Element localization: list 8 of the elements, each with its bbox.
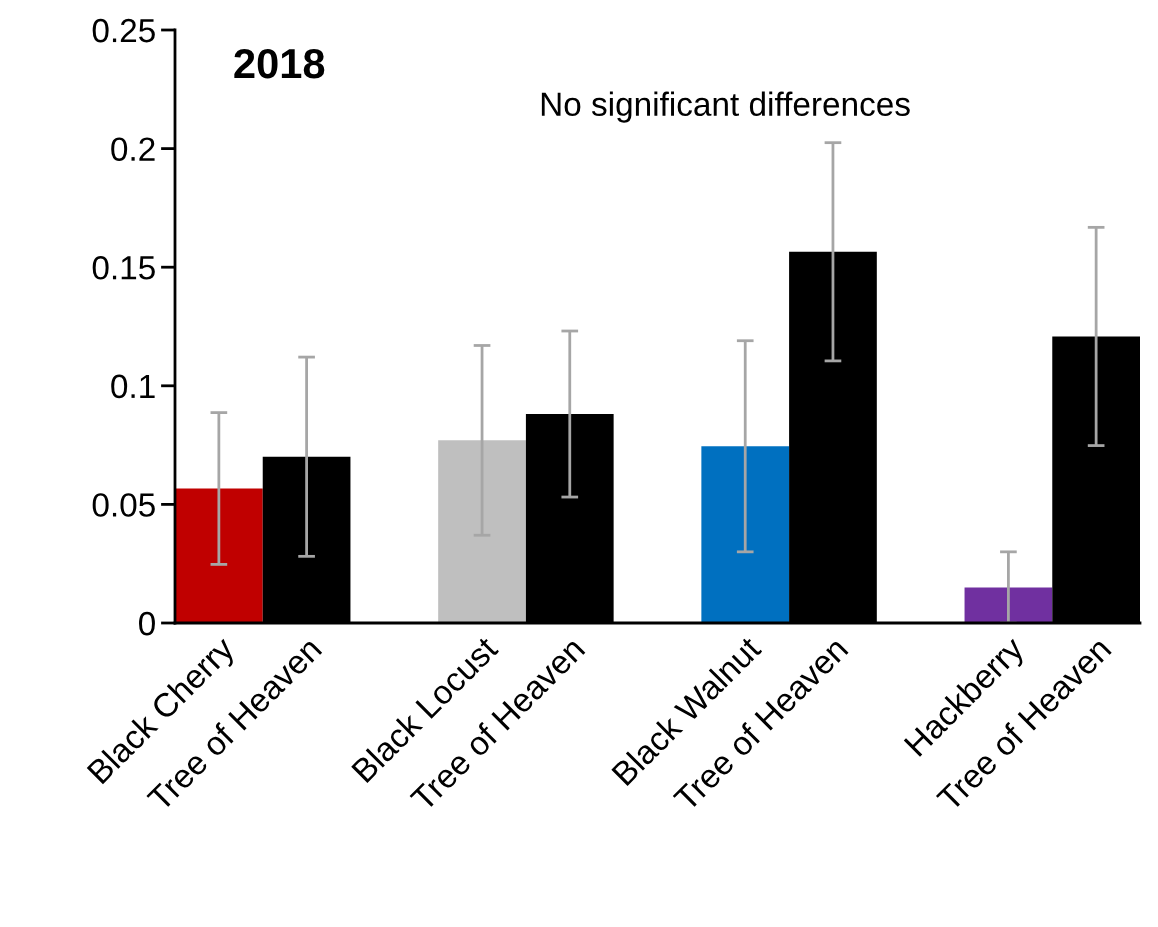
y-tick-label: 0.05 (92, 493, 155, 517)
annotation: No significant differences (541, 91, 910, 123)
y-tick-label: 0.25 (92, 18, 155, 43)
chart-title: 2018 (234, 48, 325, 79)
y-tick-label: 0 (139, 611, 155, 636)
y-tick-label: 0.1 (111, 374, 155, 399)
y-tick-label: 0.15 (92, 256, 155, 280)
y-tick-label: 0.2 (111, 137, 155, 162)
